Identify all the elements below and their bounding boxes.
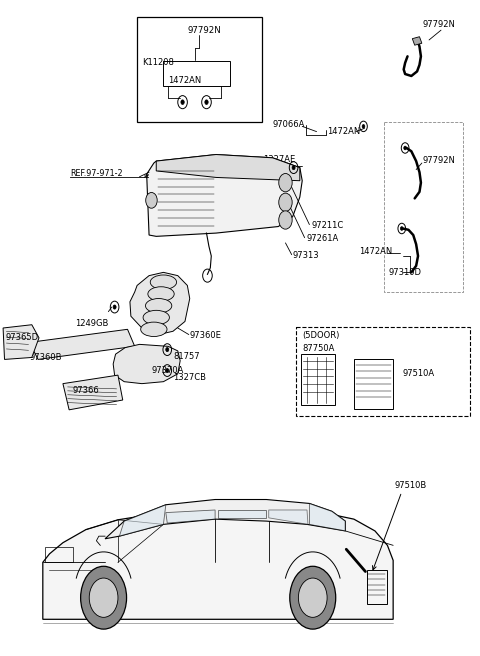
Text: 97365D: 97365D bbox=[5, 333, 38, 342]
Text: 1327CB: 1327CB bbox=[263, 167, 296, 175]
Polygon shape bbox=[105, 499, 345, 539]
Text: 1327CB: 1327CB bbox=[173, 373, 206, 382]
Polygon shape bbox=[166, 510, 215, 523]
Text: 97360B: 97360B bbox=[29, 353, 62, 362]
Circle shape bbox=[113, 305, 116, 309]
Circle shape bbox=[299, 578, 327, 617]
Circle shape bbox=[400, 227, 403, 230]
Circle shape bbox=[205, 100, 208, 104]
Text: 1327AE: 1327AE bbox=[263, 155, 295, 163]
Polygon shape bbox=[412, 37, 422, 45]
Polygon shape bbox=[156, 155, 300, 180]
Text: 97261A: 97261A bbox=[306, 234, 338, 243]
Text: 97792N: 97792N bbox=[423, 20, 456, 30]
Polygon shape bbox=[43, 510, 393, 619]
Text: 97510B: 97510B bbox=[394, 481, 426, 489]
Polygon shape bbox=[130, 272, 190, 335]
Bar bbox=[297, 327, 470, 417]
Ellipse shape bbox=[141, 322, 167, 337]
Text: 97510A: 97510A bbox=[403, 369, 435, 379]
Text: 97370A: 97370A bbox=[152, 366, 184, 375]
Polygon shape bbox=[269, 510, 308, 524]
Text: 1472AN: 1472AN bbox=[359, 247, 392, 256]
Text: 97066A: 97066A bbox=[273, 121, 305, 129]
Text: 97211C: 97211C bbox=[312, 220, 344, 230]
Text: 97310D: 97310D bbox=[388, 268, 421, 277]
Polygon shape bbox=[29, 329, 135, 359]
Bar bbox=[354, 359, 393, 409]
Circle shape bbox=[290, 566, 336, 629]
Text: 1249GB: 1249GB bbox=[75, 319, 108, 329]
Polygon shape bbox=[147, 155, 302, 236]
Circle shape bbox=[279, 211, 292, 229]
Bar bbox=[137, 17, 262, 122]
Bar bbox=[367, 570, 387, 604]
Circle shape bbox=[279, 193, 292, 211]
Circle shape bbox=[166, 348, 169, 352]
Circle shape bbox=[181, 100, 184, 104]
Bar bbox=[384, 122, 463, 292]
Text: 97792N: 97792N bbox=[187, 26, 221, 35]
Polygon shape bbox=[218, 510, 266, 518]
Text: 87750A: 87750A bbox=[302, 344, 335, 354]
Circle shape bbox=[362, 125, 365, 128]
Text: 1472AN: 1472AN bbox=[168, 76, 202, 85]
Text: (5DOOR): (5DOOR) bbox=[302, 331, 339, 340]
Text: 97366: 97366 bbox=[72, 386, 99, 395]
Circle shape bbox=[292, 165, 295, 170]
Polygon shape bbox=[120, 504, 166, 536]
Circle shape bbox=[279, 173, 292, 192]
Circle shape bbox=[89, 578, 118, 617]
Polygon shape bbox=[310, 503, 345, 531]
Bar bbox=[301, 354, 335, 405]
Ellipse shape bbox=[143, 310, 169, 325]
Text: 81757: 81757 bbox=[173, 352, 200, 361]
Text: K11208: K11208 bbox=[142, 58, 174, 68]
Text: 97792N: 97792N bbox=[423, 157, 456, 165]
Ellipse shape bbox=[150, 275, 177, 289]
Circle shape bbox=[166, 369, 169, 373]
Polygon shape bbox=[63, 375, 123, 410]
Polygon shape bbox=[3, 325, 39, 359]
Ellipse shape bbox=[148, 287, 174, 301]
Text: 97313: 97313 bbox=[293, 251, 319, 260]
Text: REF.97-971-2: REF.97-971-2 bbox=[70, 169, 123, 178]
Circle shape bbox=[81, 566, 127, 629]
Bar bbox=[45, 547, 73, 562]
Text: 1472AN: 1472AN bbox=[327, 127, 360, 136]
Circle shape bbox=[146, 192, 157, 208]
Text: 97360E: 97360E bbox=[190, 331, 222, 340]
Ellipse shape bbox=[145, 298, 172, 313]
Polygon shape bbox=[113, 344, 180, 384]
Bar bbox=[163, 61, 230, 86]
Circle shape bbox=[404, 146, 407, 150]
